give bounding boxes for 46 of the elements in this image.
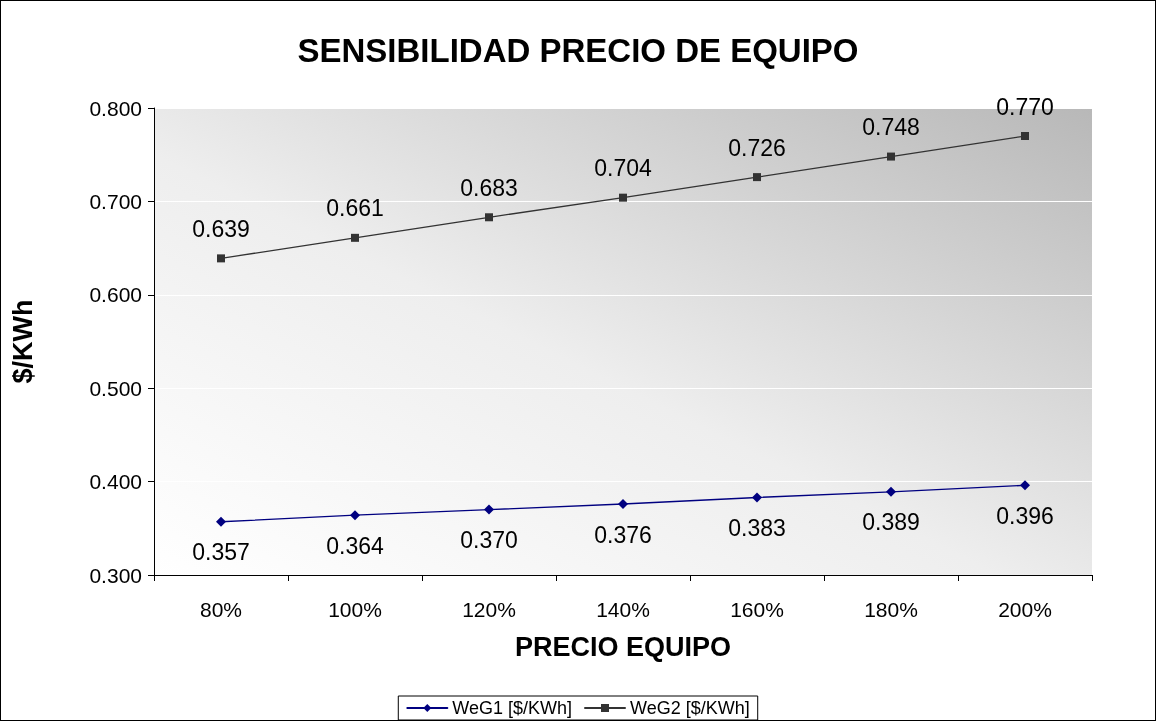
x-tick-label: 100% <box>328 598 382 621</box>
data-label: 0.364 <box>326 532 384 559</box>
y-tick-label: 0.300 <box>89 563 142 587</box>
data-label: 0.748 <box>862 114 920 141</box>
legend-label: WeG1 [$/KWh] <box>452 698 573 718</box>
data-label: 0.396 <box>996 502 1054 529</box>
data-label: 0.683 <box>460 174 518 201</box>
data-label: 0.704 <box>594 155 652 182</box>
point <box>619 193 627 202</box>
y-tick-label: 0.500 <box>89 376 142 400</box>
point <box>1020 480 1030 491</box>
data-label: 0.770 <box>996 93 1054 120</box>
chart-title: SENSIBILIDAD PRECIO DE EQUIPO <box>297 32 859 69</box>
y-axis-title: $/KWh <box>7 299 38 384</box>
data-label: 0.357 <box>192 539 250 566</box>
data-label: 0.376 <box>594 521 652 548</box>
point <box>350 510 360 521</box>
x-tick-label: 200% <box>998 598 1052 621</box>
data-label: 0.639 <box>192 215 250 242</box>
x-tick-label: 160% <box>730 598 784 621</box>
point <box>485 213 493 222</box>
point <box>753 173 761 182</box>
x-tick-label: 120% <box>462 598 516 621</box>
data-label: 0.383 <box>728 514 786 541</box>
data-label: 0.726 <box>728 134 786 161</box>
point <box>618 499 628 510</box>
x-tick-label: 80% <box>199 598 243 621</box>
data-label: 0.389 <box>862 509 920 536</box>
point <box>887 152 895 161</box>
x-axis-title: PRECIO EQUIPO <box>514 631 732 662</box>
y-tick-label: 0.600 <box>89 283 142 307</box>
point <box>1021 132 1029 141</box>
legend-label: WeG2 [$/KWh] <box>630 698 750 718</box>
x-tick-label: 180% <box>864 598 918 621</box>
point <box>752 492 762 503</box>
point <box>216 516 226 527</box>
y-tick-label: 0.700 <box>89 189 142 213</box>
point <box>886 486 896 497</box>
point <box>484 504 494 515</box>
point <box>217 254 225 263</box>
data-label: 0.370 <box>460 527 518 554</box>
y-tick-label: 0.800 <box>89 96 142 120</box>
data-label: 0.661 <box>326 195 384 222</box>
x-tick-label: 140% <box>596 598 650 621</box>
y-tick-label: 0.400 <box>89 470 142 494</box>
point <box>351 233 359 242</box>
